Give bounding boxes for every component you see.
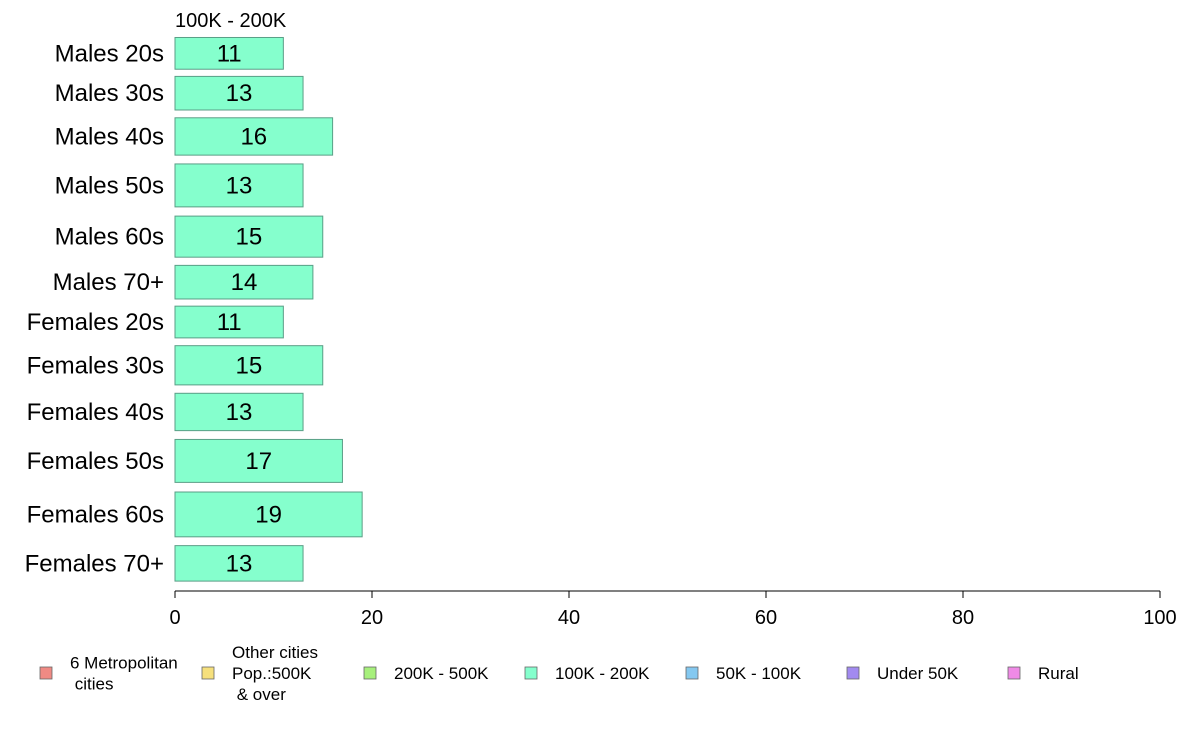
bar-females-30s (174, 345, 324, 386)
legend-label: Rural (1038, 664, 1079, 683)
bar-value-label: 11 (217, 40, 242, 67)
bar-females-50s (174, 438, 343, 483)
legend-label: Pop.:500K (232, 664, 312, 683)
bar-males-40s (174, 117, 334, 156)
bar-females-60s (174, 491, 363, 538)
bar-value-label: 13 (226, 550, 253, 577)
category-label: Females 50s (27, 448, 164, 475)
x-tick-label: 0 (169, 607, 180, 629)
legend-label: 200K - 500K (394, 664, 489, 683)
bar-value-label: 13 (226, 172, 253, 199)
category-label: Females 20s (27, 309, 164, 336)
x-axis: 0 20 40 60 80 100 (169, 590, 1177, 629)
x-tick-label: 80 (952, 607, 974, 629)
legend: 6 Metropolitan cities Other cities Pop.:50… (39, 643, 1079, 704)
bar-males-30s (174, 75, 304, 111)
legend-label: cities (70, 675, 113, 694)
legend-swatch (363, 666, 377, 680)
bar-value-label: 17 (245, 448, 272, 475)
legend-swatch (846, 666, 860, 680)
category-label: Females 30s (27, 352, 164, 379)
bar-males-50s (174, 163, 304, 208)
category-label: Females 40s (27, 399, 164, 426)
bar-value-label: 15 (236, 224, 263, 251)
bar-value-label: 13 (226, 399, 253, 426)
category-label: Males 70+ (53, 269, 164, 296)
bar-value-label: 16 (240, 123, 267, 150)
legend-label: & over (232, 685, 286, 704)
category-label: Males 50s (55, 172, 164, 199)
bar-males-60s (174, 215, 324, 258)
bar-males-70- (174, 264, 314, 300)
legend-label: 6 Metropolitan (70, 654, 178, 673)
x-tick-label: 20 (361, 607, 383, 629)
bar-value-label: 14 (231, 269, 258, 296)
legend-label: Other cities (232, 643, 318, 662)
category-label: Males 30s (55, 80, 164, 107)
x-tick-label: 100 (1143, 607, 1176, 629)
category-label: Males 20s (55, 40, 164, 67)
bar-value-label: 13 (226, 80, 253, 107)
legend-swatch (524, 666, 538, 680)
legend-swatch (39, 666, 53, 680)
legend-label: 50K - 100K (716, 664, 802, 683)
bar-value-label: 11 (217, 309, 242, 336)
x-tick-label: 60 (755, 607, 777, 629)
legend-swatch (1007, 666, 1021, 680)
category-label: Males 40s (55, 123, 164, 150)
bar-females-40s (174, 392, 304, 432)
bar-males-20s (174, 36, 284, 70)
category-label: Females 60s (27, 501, 164, 528)
legend-label: Under 50K (877, 664, 959, 683)
category-labels: Males 20s Males 30s Males 40s Males 50s Male… (25, 40, 164, 577)
legend-label: 100K - 200K (555, 664, 650, 683)
bar-value-label: 19 (255, 501, 282, 528)
bar-value-label: 15 (236, 352, 263, 379)
bar-females-70- (174, 545, 304, 582)
panel-title: 100K - 200K (175, 10, 287, 32)
x-tick-label: 40 (558, 607, 580, 629)
legend-swatch (201, 666, 215, 680)
legend-swatch (685, 666, 699, 680)
bar-females-20s (174, 305, 284, 339)
category-label: Males 60s (55, 224, 164, 251)
category-label: Females 70+ (25, 550, 164, 577)
